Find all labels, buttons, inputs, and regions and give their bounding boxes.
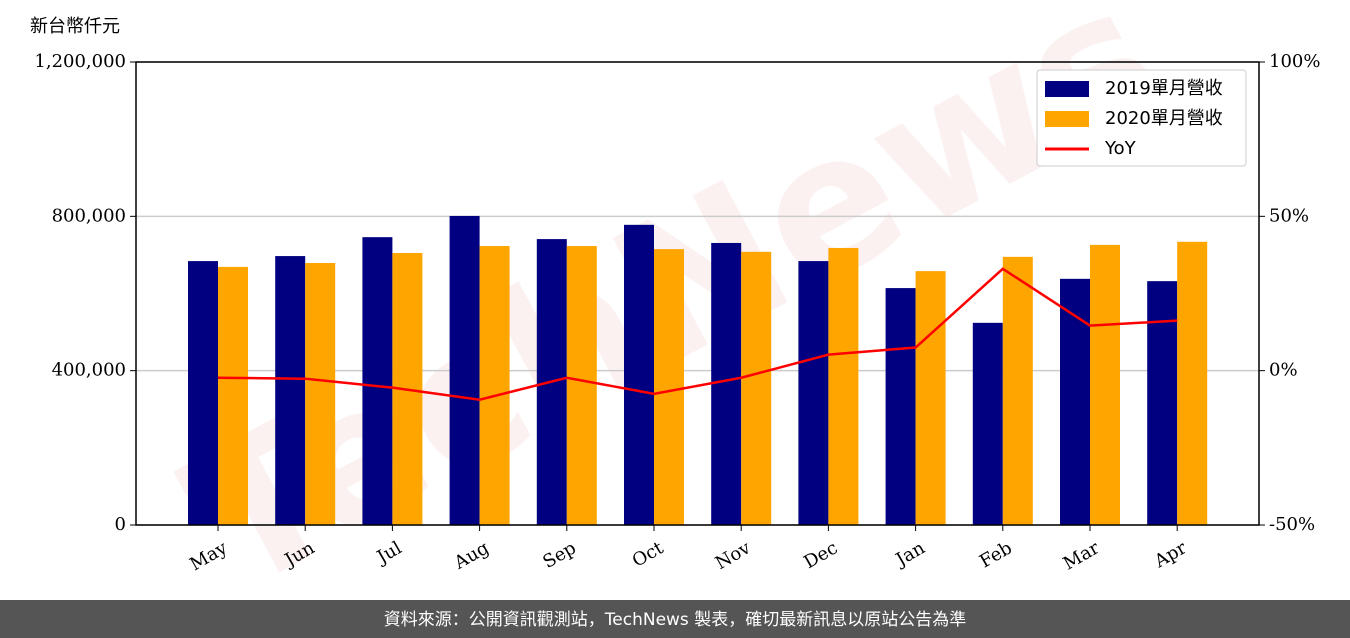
y2-tick-label: 50%: [1269, 205, 1309, 226]
bar: [188, 261, 218, 525]
plot-frame: [135, 61, 1260, 526]
bar: [305, 263, 336, 525]
bar: [885, 288, 916, 525]
bar: [218, 266, 248, 525]
line: [217, 267, 1178, 401]
legend-label: 2019單月營收: [1105, 78, 1223, 99]
bar: [972, 322, 1003, 525]
bar: [479, 246, 510, 526]
y-tick-label: 1,200,000: [34, 51, 126, 72]
bar: [741, 251, 772, 525]
bar: [654, 249, 684, 526]
bar: [362, 237, 393, 525]
bar: [798, 261, 829, 525]
bar: [828, 247, 859, 525]
legend-swatch: [1045, 111, 1089, 127]
y-tick-label: 400,000: [52, 360, 126, 381]
y-tick-label: 800,000: [52, 205, 126, 226]
x-tick-label: Aug: [450, 537, 493, 574]
legend-label: 2020單月營收: [1105, 108, 1223, 129]
bar: [1060, 278, 1090, 525]
legend-swatch: [1045, 81, 1089, 97]
y2-tick-label: 100%: [1269, 51, 1320, 72]
y2-tick-label: -50%: [1269, 514, 1315, 535]
x-tick-label: Sep: [539, 537, 579, 572]
x-tick-label: Nov: [712, 537, 755, 574]
bar: [711, 242, 742, 526]
legend-label: YoY: [1104, 138, 1137, 159]
bar: [624, 224, 654, 526]
bar: [275, 256, 306, 525]
y2-tick-label: 0%: [1269, 360, 1298, 381]
footer: 資料來源：公開資訊觀測站，TechNews 製表，確切最新訊息以原站公告為準: [384, 610, 966, 630]
y-tick-label: 0: [115, 514, 126, 535]
bar: [449, 215, 480, 525]
bar: [1177, 241, 1208, 525]
bar: [1002, 256, 1033, 525]
x-tick-label: Apr: [1150, 537, 1190, 572]
bar: [566, 246, 597, 526]
x-tick-label: Mar: [1060, 537, 1104, 574]
bar: [915, 271, 946, 525]
x-tick-label: Dec: [800, 537, 841, 573]
legend-box: [1036, 69, 1247, 167]
x-tick-label: Feb: [976, 537, 1016, 572]
bar: [1147, 281, 1178, 525]
footer-bar: [0, 600, 1350, 638]
y-axis-label: 新台幣仟元: [30, 16, 120, 37]
bar: [1090, 244, 1120, 525]
x-tick-label: Oct: [629, 537, 668, 572]
x-tick-label: Jan: [891, 537, 929, 571]
